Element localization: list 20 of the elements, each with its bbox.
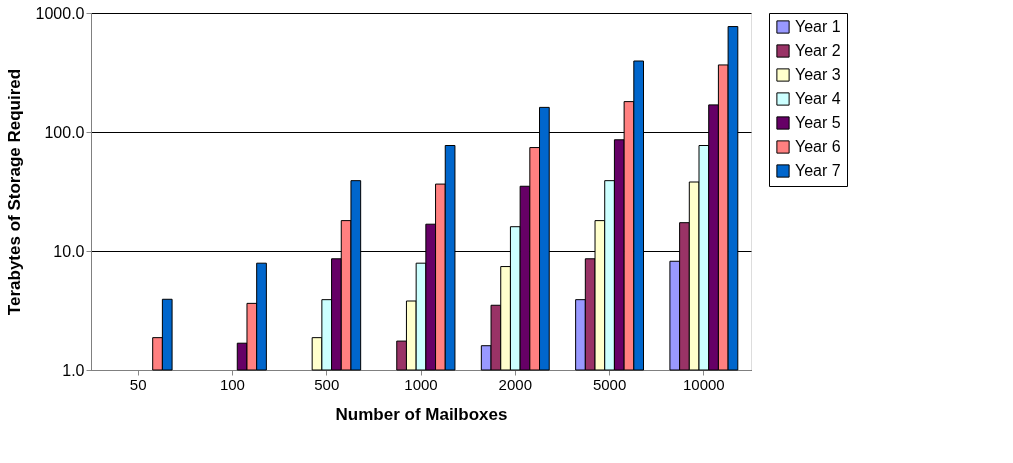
x-tick-label: 1000 xyxy=(404,375,438,393)
legend-label: Year 6 xyxy=(795,138,841,155)
x-tick-label: 5000 xyxy=(592,375,627,393)
legend-label: Year 2 xyxy=(795,42,841,59)
x-tick-label: 100 xyxy=(219,375,245,393)
legend-label: Year 4 xyxy=(795,90,841,107)
x-tick-label: 2000 xyxy=(498,375,532,393)
legend-label: Year 1 xyxy=(795,18,841,35)
y-tick-label: 100.0 xyxy=(44,123,85,141)
y-axis-title: Terabytes of Storage Required xyxy=(4,68,24,316)
x-tick-label: 500 xyxy=(314,375,340,393)
x-tick-label: 50 xyxy=(129,375,147,393)
legend-label: Year 7 xyxy=(795,162,841,179)
x-tick-label: 10000 xyxy=(683,375,725,393)
legend-label: Year 3 xyxy=(795,66,841,83)
y-tick-label: 10.0 xyxy=(53,242,85,260)
legend-label: Year 5 xyxy=(795,114,841,131)
y-tick-label: 1000.0 xyxy=(35,4,85,22)
y-tick-label: 1.0 xyxy=(62,361,85,379)
x-axis-title: Number of Mailboxes xyxy=(335,404,508,424)
